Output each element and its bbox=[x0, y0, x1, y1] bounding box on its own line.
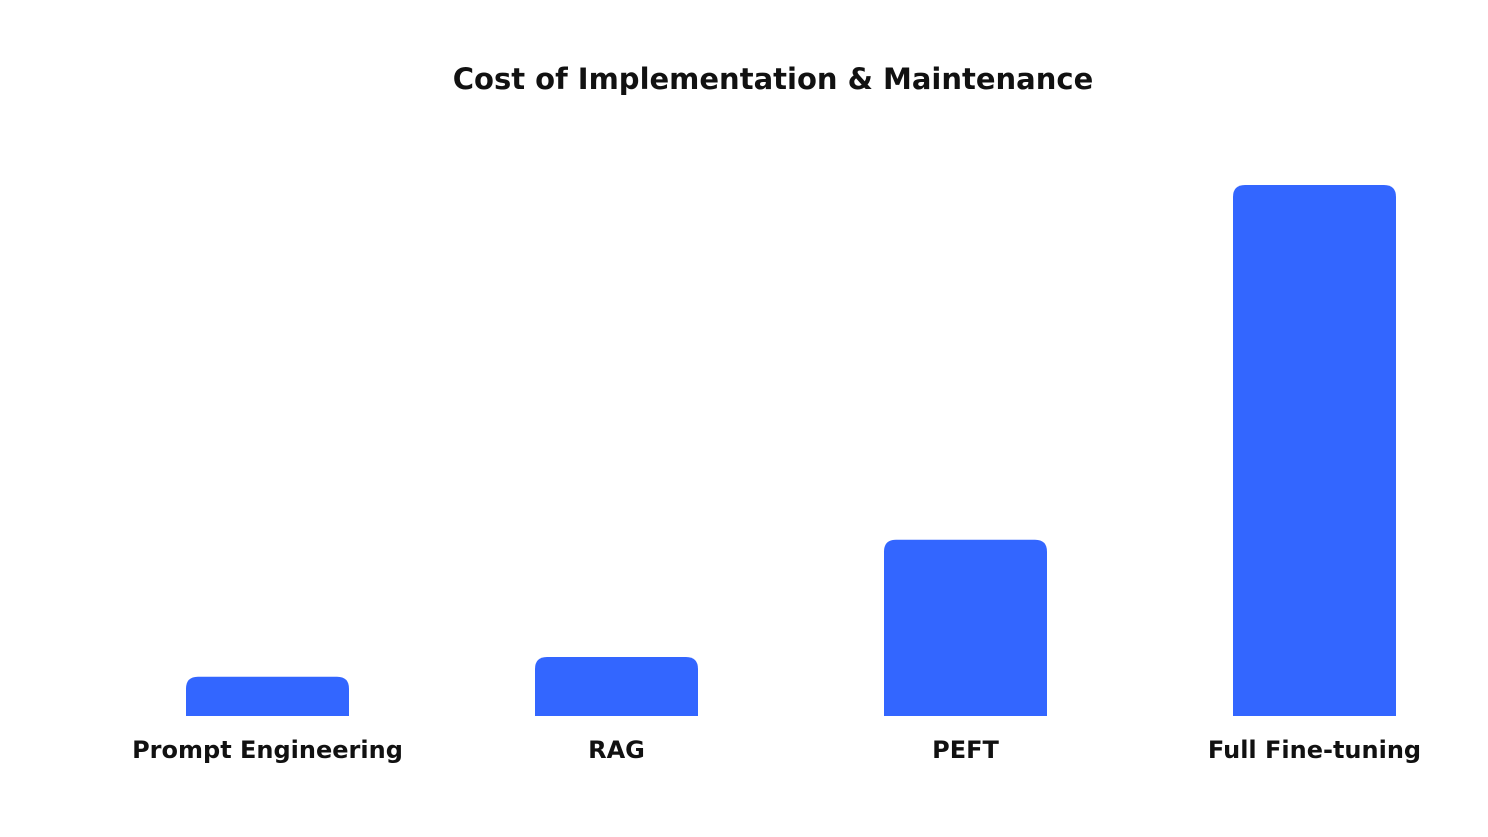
x-tick-labels: Prompt Engineering RAG PEFT Full Fine-tunin… bbox=[132, 736, 1421, 764]
x-tick-label: Prompt Engineering bbox=[132, 736, 403, 764]
bar-rag bbox=[535, 657, 698, 716]
x-tick-label: PEFT bbox=[932, 736, 999, 764]
bar-full-fine-tuning bbox=[1233, 185, 1396, 716]
chart-title: Cost of Implementation & Maintenance bbox=[453, 62, 1094, 96]
x-tick-label: RAG bbox=[588, 736, 645, 764]
bar-prompt-engineering bbox=[186, 676, 349, 716]
x-tick-label: Full Fine-tuning bbox=[1208, 736, 1421, 764]
bars-group bbox=[186, 185, 1396, 716]
bar-peft bbox=[884, 539, 1047, 716]
